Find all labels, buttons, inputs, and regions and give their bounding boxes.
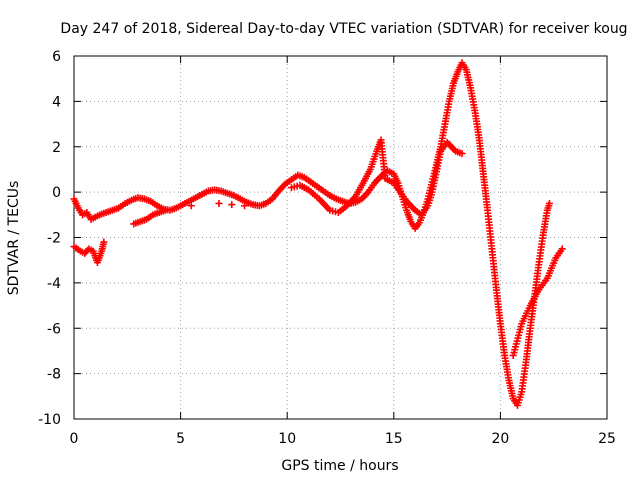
y-tick-label: -8: [47, 367, 61, 383]
y-axis-tick-labels: -10 -8 -6 -4 -2 0 2 4 6: [38, 49, 61, 428]
y-tick-label: 0: [52, 185, 61, 201]
data-markers: [70, 59, 566, 409]
x-tick-label: 15: [385, 431, 403, 447]
x-tick-label: 20: [491, 431, 509, 447]
y-tick-label: -2: [47, 231, 61, 247]
data-point: [545, 199, 553, 207]
data-point: [187, 202, 195, 210]
y-tick-label: -4: [47, 276, 61, 292]
chart-title: Day 247 of 2018, Sidereal Day-to-day VTE…: [60, 21, 627, 37]
y-tick-label: 4: [52, 94, 61, 110]
y-tick-label: -10: [38, 412, 61, 428]
data-point: [458, 150, 466, 158]
data-point: [241, 202, 249, 210]
x-tick-label: 5: [176, 431, 185, 447]
x-axis-label: GPS time / hours: [281, 458, 398, 474]
axis-ticks: [73, 55, 608, 420]
data-point: [558, 245, 566, 253]
x-tick-label: 0: [70, 431, 79, 447]
series-secondary: [70, 136, 566, 359]
grid: [74, 56, 607, 419]
y-axis-label: SDTVAR / TECUs: [6, 181, 22, 296]
data-point: [215, 199, 223, 207]
data-point: [100, 238, 108, 246]
data-point: [162, 206, 170, 214]
x-tick-label: 25: [598, 431, 616, 447]
y-tick-label: 2: [52, 140, 61, 156]
y-tick-label: -6: [47, 321, 61, 337]
x-tick-label: 10: [278, 431, 296, 447]
y-tick-label: 6: [52, 49, 61, 65]
data-point: [228, 201, 236, 209]
x-axis-tick-labels: 0 5 10 15 20 25: [70, 431, 616, 447]
